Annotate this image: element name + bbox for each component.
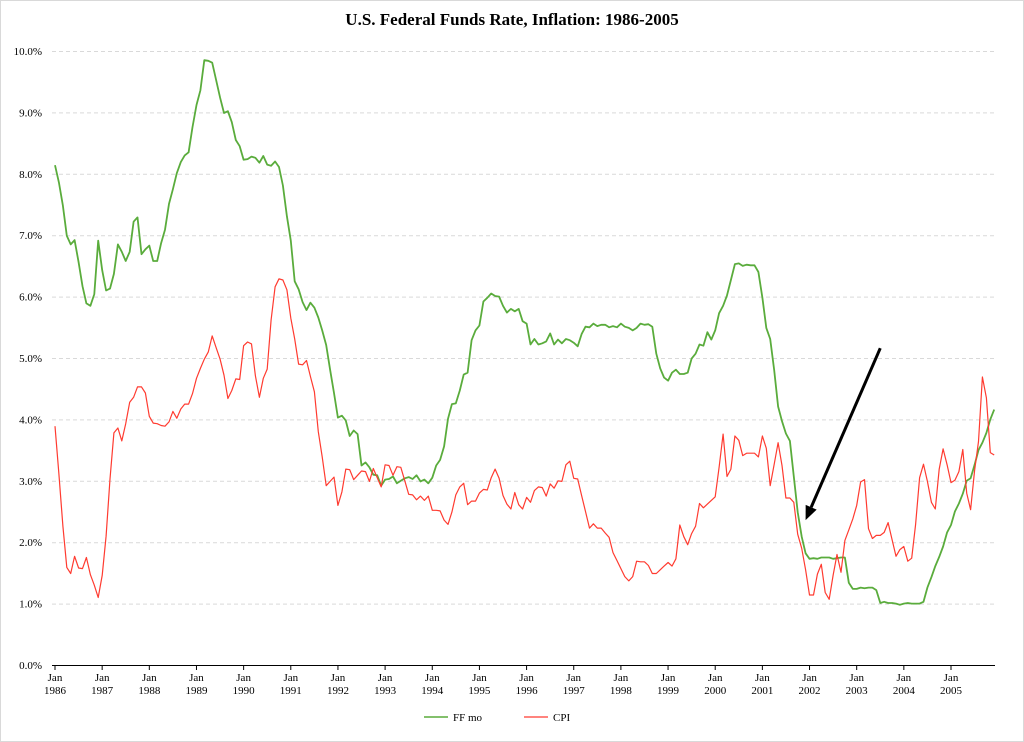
x-tick-label-year: 2005 bbox=[940, 685, 963, 697]
x-axis-ticks: Jan1986Jan1987Jan1988Jan1989Jan1990Jan19… bbox=[44, 665, 963, 697]
y-tick-label: 3.0% bbox=[19, 476, 42, 488]
x-tick-label-year: 2004 bbox=[893, 685, 916, 697]
x-tick-label-month: Jan bbox=[661, 672, 676, 684]
y-tick-label: 10.0% bbox=[14, 46, 42, 58]
y-tick-label: 2.0% bbox=[19, 537, 42, 549]
x-tick-label-month: Jan bbox=[755, 672, 770, 684]
x-tick-label-month: Jan bbox=[142, 672, 157, 684]
x-tick-label-year: 1999 bbox=[657, 685, 680, 697]
x-tick-label-month: Jan bbox=[189, 672, 204, 684]
x-tick-label-year: 1991 bbox=[280, 685, 302, 697]
x-tick-label-month: Jan bbox=[472, 672, 487, 684]
x-tick-label-year: 1986 bbox=[44, 685, 67, 697]
x-tick-label-year: 1994 bbox=[421, 685, 444, 697]
x-tick-label-year: 1998 bbox=[610, 685, 633, 697]
x-tick-label-month: Jan bbox=[566, 672, 581, 684]
x-tick-label-month: Jan bbox=[95, 672, 110, 684]
x-tick-label-month: Jan bbox=[519, 672, 534, 684]
x-tick-label-month: Jan bbox=[48, 672, 63, 684]
x-tick-label-year: 1990 bbox=[233, 685, 256, 697]
x-tick-label-year: 1997 bbox=[563, 685, 586, 697]
y-tick-label: 8.0% bbox=[19, 169, 42, 181]
series-line-cpi bbox=[54, 278, 995, 600]
x-tick-label-month: Jan bbox=[614, 672, 629, 684]
x-tick-label-month: Jan bbox=[708, 672, 723, 684]
chart-title: U.S. Federal Funds Rate, Inflation: 1986… bbox=[345, 10, 678, 29]
x-tick-label-month: Jan bbox=[425, 672, 440, 684]
y-tick-label: 9.0% bbox=[19, 107, 42, 119]
y-tick-label: 6.0% bbox=[19, 292, 42, 304]
annotation-arrow-shaft bbox=[809, 347, 882, 508]
x-tick-label-year: 1996 bbox=[516, 685, 539, 697]
legend-label-ff: FF mo bbox=[453, 712, 483, 724]
y-tick-label: 0.0% bbox=[19, 660, 42, 672]
y-axis-ticks: 0.0% 1.0% 2.0% 3.0% 4.0% 5.0% 6.0% 7.0% 8.0% 9.0%… bbox=[14, 46, 42, 672]
x-tick-label-year: 2000 bbox=[704, 685, 727, 697]
x-tick-label-month: Jan bbox=[331, 672, 346, 684]
y-tick-label: 1.0% bbox=[19, 599, 42, 611]
x-tick-label-year: 1993 bbox=[374, 685, 397, 697]
legend-label-cpi: CPI bbox=[553, 712, 570, 724]
x-tick-label-year: 1988 bbox=[138, 685, 161, 697]
x-tick-label-month: Jan bbox=[283, 672, 298, 684]
x-tick-label-year: 2002 bbox=[799, 685, 821, 697]
x-tick-label-month: Jan bbox=[236, 672, 251, 684]
x-tick-label-year: 1989 bbox=[185, 685, 208, 697]
y-tick-label: 4.0% bbox=[19, 414, 42, 426]
legend: FF mo CPI bbox=[424, 712, 570, 724]
y-tick-label: 5.0% bbox=[19, 353, 42, 365]
y-tick-label: 7.0% bbox=[19, 230, 42, 242]
x-tick-label-month: Jan bbox=[944, 672, 959, 684]
x-tick-label-year: 1992 bbox=[327, 685, 349, 697]
x-tick-label-month: Jan bbox=[378, 672, 393, 684]
annotation-arrow-head bbox=[805, 504, 817, 521]
x-tick-label-year: 2001 bbox=[751, 685, 773, 697]
x-tick-label-month: Jan bbox=[849, 672, 864, 684]
gridlines bbox=[52, 51, 995, 605]
x-tick-label-month: Jan bbox=[802, 672, 817, 684]
annotations bbox=[805, 347, 882, 521]
x-tick-label-year: 2003 bbox=[846, 685, 869, 697]
x-tick-label-year: 1995 bbox=[468, 685, 491, 697]
series-lines bbox=[54, 59, 996, 606]
x-tick-label-year: 1987 bbox=[91, 685, 114, 697]
x-tick-label-month: Jan bbox=[897, 672, 912, 684]
